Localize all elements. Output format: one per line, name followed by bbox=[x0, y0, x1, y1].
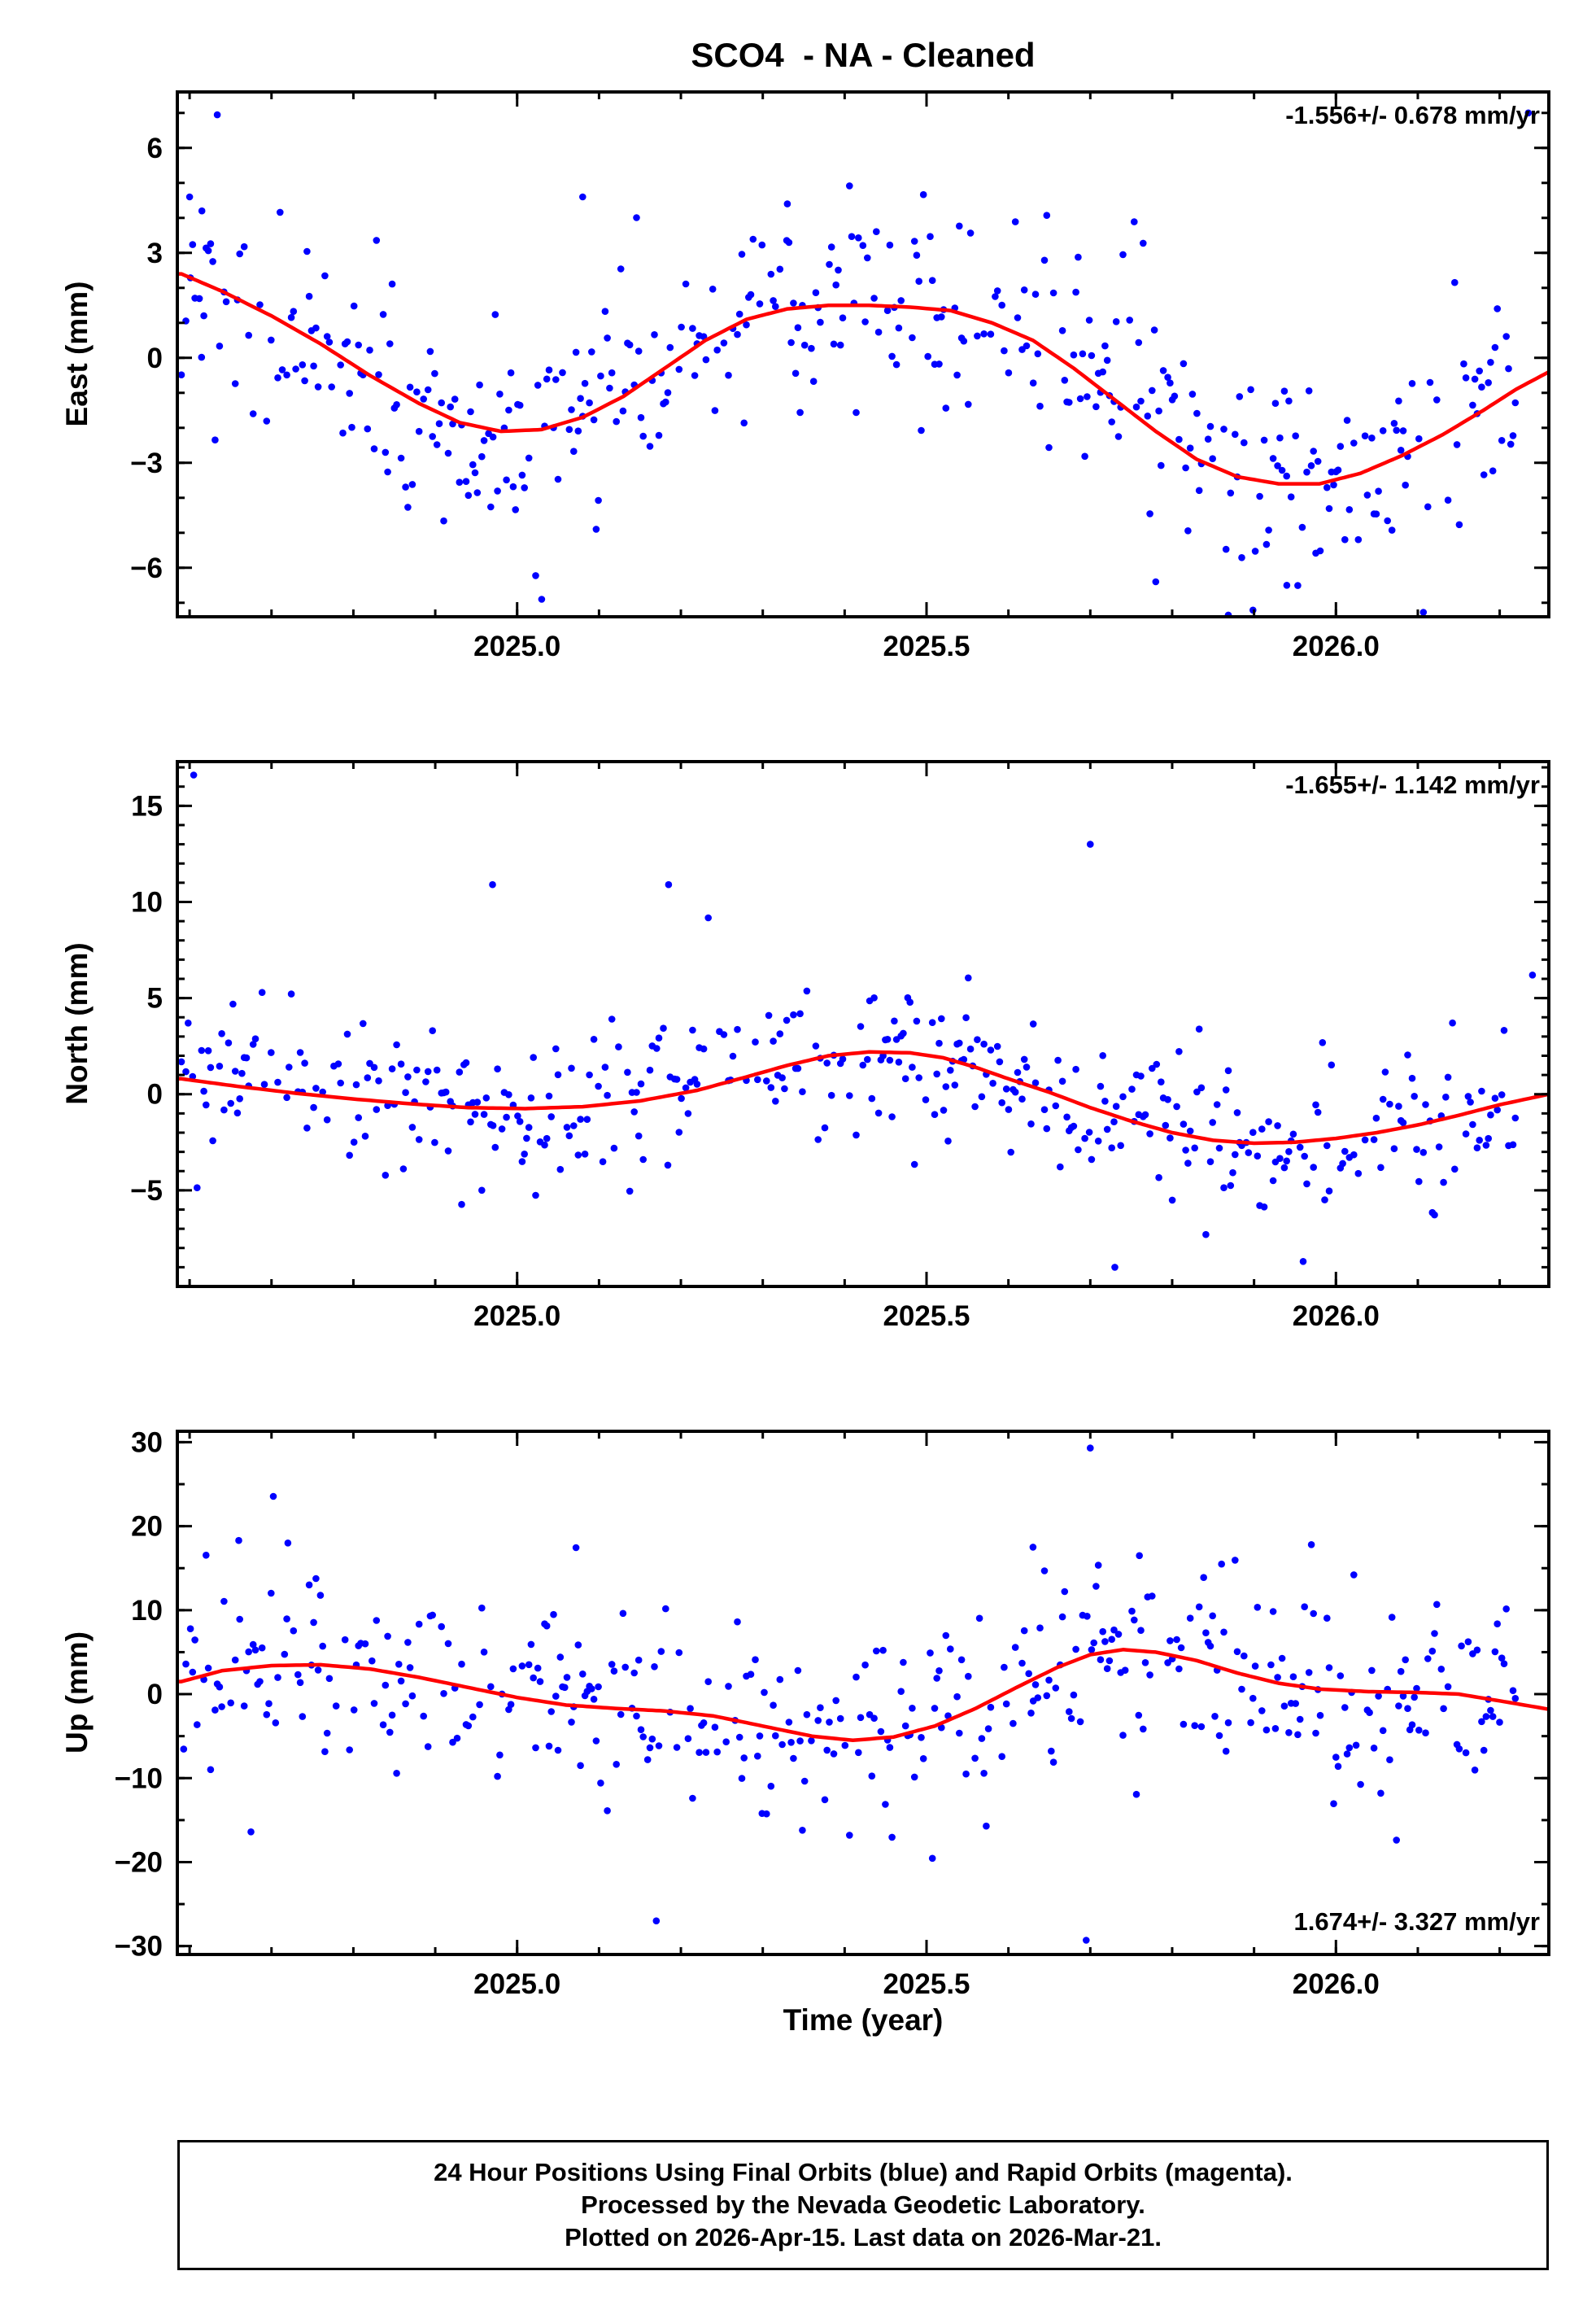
chart-title: SCO4 - NA - Cleaned bbox=[691, 36, 1036, 74]
x-tick-label: 2026.0 bbox=[1293, 1968, 1380, 2000]
y-tick-label: −5 bbox=[130, 1175, 163, 1207]
x-tick-label: 2025.5 bbox=[883, 1968, 970, 2000]
y-tick-label: 3 bbox=[147, 238, 163, 269]
east-panel: 2025.0 2025.5 2026.0 −6 −3 0 3 6 bbox=[130, 90, 1550, 662]
y-axis-label-up: Up (mm) bbox=[60, 1631, 94, 1754]
y-tick-label: 0 bbox=[147, 343, 163, 374]
north-rate-annotation: -1.655+/- 1.142 mm/yr bbox=[1285, 771, 1540, 799]
x-axis-label: Time (year) bbox=[783, 2003, 944, 2037]
y-tick-label: 0 bbox=[147, 1679, 163, 1710]
caption-line-3: Plotted on 2026-Apr-15. Last data on 202… bbox=[565, 2223, 1162, 2251]
x-tick-label: 2025.5 bbox=[883, 1300, 970, 1332]
y-tick-label: −3 bbox=[130, 448, 163, 479]
east-rate-annotation: -1.556+/- 0.678 mm/yr bbox=[1285, 101, 1540, 129]
y-tick-label: −20 bbox=[115, 1847, 163, 1879]
x-tick-label: 2025.5 bbox=[883, 631, 970, 662]
north-panel: 2025.0 2025.5 2026.0 −5 0 5 10 15 bbox=[130, 760, 1550, 1332]
caption-box: 24 Hour Positions Using Final Orbits (bl… bbox=[177, 2140, 1549, 2270]
up-rate-annotation: 1.674+/- 3.327 mm/yr bbox=[1293, 1907, 1540, 1936]
caption-line-1: 24 Hour Positions Using Final Orbits (bl… bbox=[434, 2158, 1293, 2186]
y-tick-label: 10 bbox=[131, 887, 163, 919]
y-tick-label: −30 bbox=[115, 1931, 163, 1963]
x-tick-label: 2026.0 bbox=[1293, 631, 1380, 662]
y-tick-label: −10 bbox=[115, 1762, 163, 1794]
y-tick-label: 10 bbox=[131, 1595, 163, 1627]
y-tick-label: 30 bbox=[131, 1426, 163, 1458]
y-tick-label: 5 bbox=[147, 983, 163, 1015]
x-tick-label: 2025.0 bbox=[473, 1968, 560, 2000]
y-tick-label: 20 bbox=[131, 1511, 163, 1543]
y-axis-label-east: East (mm) bbox=[60, 281, 94, 427]
y-axis-label-north: North (mm) bbox=[60, 942, 94, 1105]
x-tick-label: 2025.0 bbox=[473, 631, 560, 662]
up-panel: 2025.0 2025.5 2026.0 −30 −20 −10 0 10 20 30 bbox=[115, 1426, 1550, 2000]
x-tick-label: 2025.0 bbox=[473, 1300, 560, 1332]
y-tick-label: 6 bbox=[147, 133, 163, 164]
y-tick-label: 0 bbox=[147, 1079, 163, 1111]
y-tick-label: −6 bbox=[130, 552, 163, 584]
x-tick-label: 2026.0 bbox=[1293, 1300, 1380, 1332]
caption-line-2: Processed by the Nevada Geodetic Laborat… bbox=[581, 2190, 1145, 2219]
y-tick-label: 15 bbox=[131, 790, 163, 822]
